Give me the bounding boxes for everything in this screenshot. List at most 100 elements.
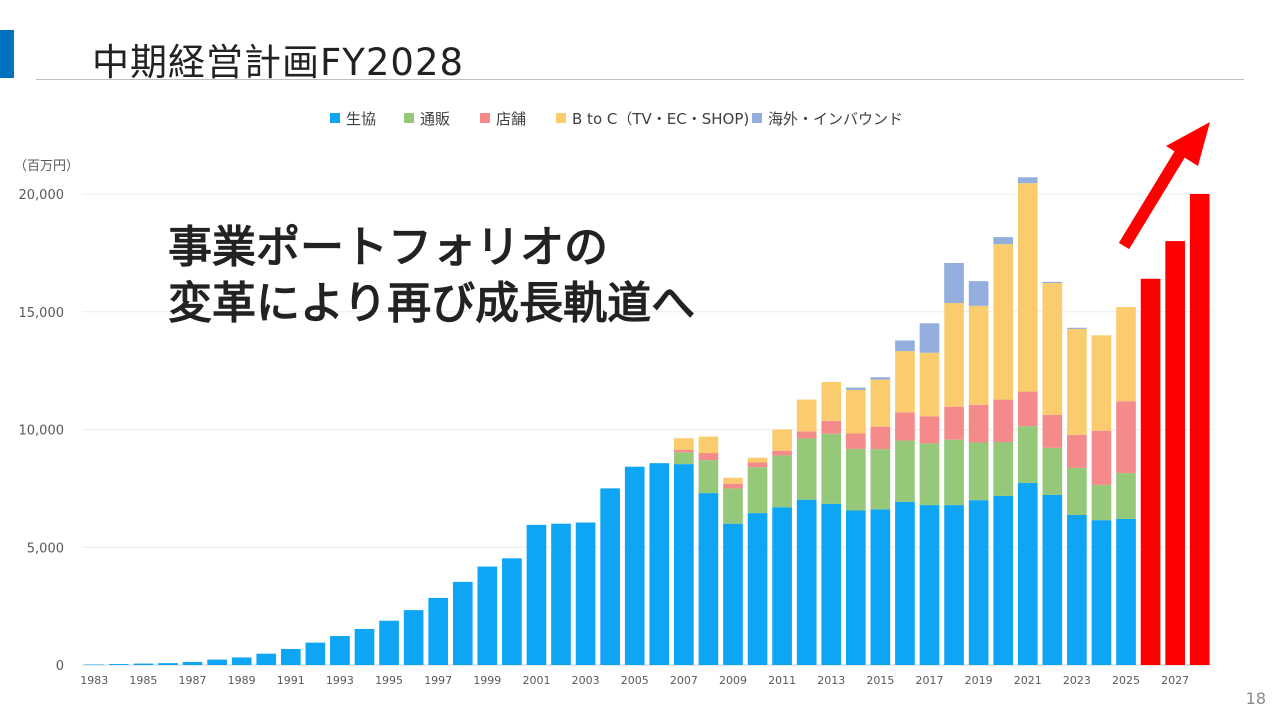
key-message: 事業ポートフォリオの 変革により再び成長軌道へ <box>168 220 695 332</box>
bar-segment <box>772 507 792 665</box>
x-tick-label: 2015 <box>866 674 894 687</box>
bar-segment <box>1017 391 1038 427</box>
bar-segment <box>919 505 940 665</box>
x-tick-label: 2009 <box>719 674 747 687</box>
bar-segment <box>600 488 620 665</box>
x-tick-label: 2027 <box>1161 674 1189 687</box>
bar-segment <box>993 441 1014 496</box>
bar-segment <box>674 449 694 453</box>
bar-segment <box>993 399 1014 442</box>
bar-segment <box>1091 484 1112 521</box>
bar-segment <box>747 513 768 665</box>
bar-segment <box>698 453 719 461</box>
bar-segment <box>968 442 989 501</box>
growth-arrow-icon <box>1118 122 1210 250</box>
bar-segment <box>919 323 940 353</box>
bar-segment <box>944 303 964 407</box>
x-tick-label: 1999 <box>473 674 501 687</box>
bar-segment <box>330 636 350 665</box>
bar-segment <box>772 429 792 451</box>
bar-segment <box>845 387 866 390</box>
bar-segment <box>968 500 989 665</box>
bar-segment <box>723 477 743 484</box>
bar-segment <box>1067 467 1087 515</box>
bar-segment <box>1042 447 1063 495</box>
bar-segment <box>403 610 424 665</box>
bar-segment <box>354 628 375 665</box>
y-tick-label: 0 <box>56 659 64 674</box>
bar-segment <box>870 379 891 427</box>
x-tick-label: 1983 <box>80 674 108 687</box>
bar-segment <box>821 381 842 421</box>
x-tick-label: 1991 <box>277 674 305 687</box>
bar-segment <box>1091 430 1112 485</box>
bar-segment <box>674 438 694 450</box>
bar-segment <box>821 433 842 504</box>
bar-segment <box>919 352 940 417</box>
bar-segment <box>870 509 891 665</box>
bar-segment <box>158 663 178 665</box>
bar-segment <box>993 244 1014 400</box>
legend-swatch <box>330 113 340 123</box>
bar-segment <box>1116 401 1136 474</box>
bar-segment <box>84 664 105 666</box>
bar-segment <box>796 431 817 439</box>
bar-segment <box>944 406 964 440</box>
y-tick-label: 15,000 <box>19 306 65 321</box>
bar-segment <box>895 340 915 352</box>
bar-segment <box>845 389 866 434</box>
legend-swatch <box>480 113 490 123</box>
y-tick-label: 5,000 <box>27 541 64 556</box>
bar-segment <box>845 433 866 449</box>
bar-segment <box>1042 414 1063 448</box>
legend-label: B to C（TV・EC・SHOP) <box>572 110 749 128</box>
bar-segment <box>207 659 227 665</box>
bar-segment <box>1067 514 1087 665</box>
bar-segment <box>747 462 768 468</box>
growth-arrow-head <box>1166 122 1210 166</box>
x-tick-label: 2017 <box>916 674 944 687</box>
bar-segment <box>968 281 989 306</box>
x-tick-label: 1995 <box>375 674 403 687</box>
bar-segment <box>968 305 989 405</box>
bar-segment <box>821 420 842 434</box>
bar-segment <box>870 449 891 510</box>
bar-segment <box>796 499 817 665</box>
x-tick-label: 1989 <box>228 674 256 687</box>
bar-segment <box>870 377 891 380</box>
x-tick-label: 2021 <box>1014 674 1042 687</box>
x-tick-label: 2011 <box>768 674 796 687</box>
bar-segment <box>747 457 768 463</box>
y-tick-label: 10,000 <box>19 424 65 439</box>
bar-segment <box>649 463 670 665</box>
x-tick-label: 1997 <box>424 674 452 687</box>
bar-segment <box>1042 283 1063 415</box>
bar-segment <box>1189 194 1210 665</box>
page-title: 中期経営計画FY2028 <box>92 41 465 84</box>
bar-segment <box>231 657 252 665</box>
bar-segment <box>772 455 792 508</box>
bar-segment <box>1017 482 1038 665</box>
bar-segment <box>379 620 399 665</box>
bar-segment <box>698 460 719 494</box>
bar-segment <box>1116 518 1136 665</box>
bar-segment <box>305 642 326 665</box>
bar-segment <box>698 493 719 665</box>
bar-segment <box>723 483 743 489</box>
key-message-line-1: 事業ポートフォリオの <box>168 222 608 273</box>
growth-arrow-shaft <box>1118 140 1192 250</box>
bar-segment <box>1067 327 1087 329</box>
bar-segment <box>895 412 915 441</box>
page-number: 18 <box>1245 689 1266 708</box>
key-message-line-2: 変革により再び成長軌道へ <box>168 278 696 329</box>
bar-segment <box>452 581 473 665</box>
bar-segment <box>182 661 203 665</box>
accent-bar <box>0 30 14 78</box>
bar-segment <box>624 466 645 665</box>
bar-segment <box>1017 177 1038 184</box>
bar-segment <box>993 237 1014 245</box>
bar-segment <box>1140 278 1161 665</box>
legend-swatch <box>404 113 414 123</box>
bar-segment <box>1116 473 1136 519</box>
